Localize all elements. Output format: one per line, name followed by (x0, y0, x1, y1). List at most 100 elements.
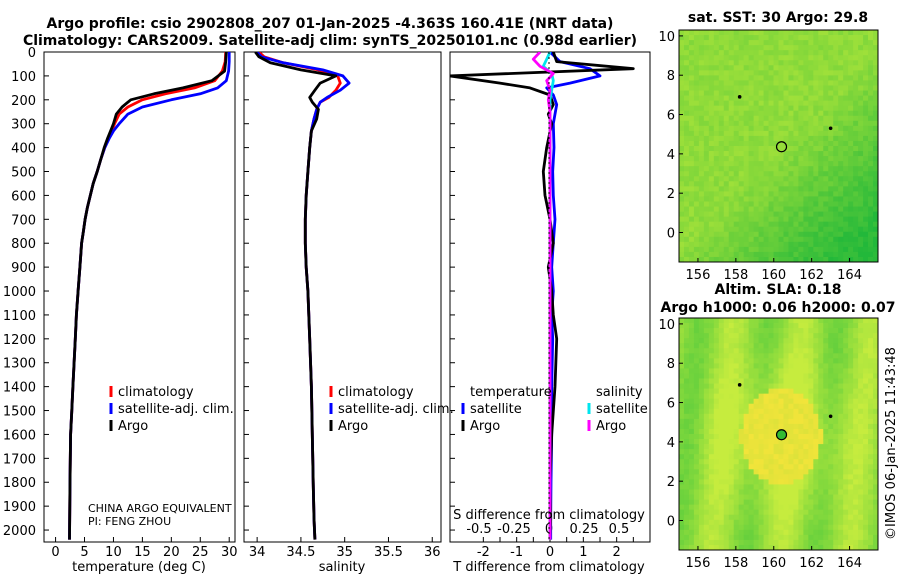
map-cell (693, 534, 700, 541)
map-cell (833, 428, 839, 435)
map-cell (813, 151, 819, 157)
map-cell (763, 241, 769, 248)
map-cell (833, 211, 839, 218)
map-cell (858, 353, 864, 359)
map-cell (788, 80, 794, 86)
map-cell (723, 226, 730, 233)
map-cell (783, 211, 789, 218)
map-cell (728, 418, 735, 425)
map-cell (723, 90, 730, 96)
map-cell (768, 30, 774, 36)
temperature-series (68, 52, 231, 540)
map-cell (753, 176, 760, 182)
map-cell (813, 65, 819, 71)
map-cell (718, 256, 725, 262)
map-y-tick-label: 8 (667, 69, 675, 84)
map-cell (688, 434, 695, 440)
map-cell (848, 378, 854, 384)
map-cell (813, 231, 819, 238)
map-cell (698, 80, 705, 86)
map-cell (823, 95, 829, 102)
map-cell (698, 120, 705, 127)
salinity-legend: climatology satellite-adj. clim. Argo (329, 385, 454, 434)
map-cell (679, 398, 685, 405)
map-cell (803, 393, 809, 400)
map-cell (833, 80, 839, 86)
map-cell (848, 241, 854, 248)
map-cell (858, 333, 864, 339)
map-cell (853, 434, 859, 440)
map-cell (858, 140, 864, 147)
map-cell (708, 221, 715, 228)
map-cell (763, 236, 769, 243)
map-cell (748, 529, 755, 536)
map-cell (713, 484, 720, 490)
argo-float-marker (775, 429, 788, 441)
map-cell (838, 140, 844, 147)
map-cell (853, 35, 859, 41)
map-cell (733, 489, 740, 495)
map-cell (863, 226, 869, 233)
map-cell (823, 90, 829, 96)
map-cell (803, 65, 809, 71)
map-cell (838, 50, 844, 56)
map-cell (708, 115, 715, 122)
map-cell (748, 393, 755, 400)
map-cell (718, 186, 725, 192)
map-cell (688, 105, 695, 112)
map-cell (703, 363, 710, 369)
map-cell (873, 413, 878, 420)
map-cell (853, 428, 859, 435)
map-cell (679, 156, 685, 162)
map-cell (768, 434, 774, 440)
map-cell (728, 231, 735, 238)
map-cell (743, 256, 750, 262)
x-tick-label: 35.5 (374, 545, 403, 560)
map-cell (833, 434, 839, 440)
map-cell (693, 241, 700, 248)
map-cell (683, 529, 690, 536)
map-cell (758, 125, 764, 132)
map-cell (703, 428, 710, 435)
map-cell (788, 439, 794, 445)
map-cell (708, 449, 715, 455)
map-cell (753, 75, 760, 81)
map-cell (833, 489, 839, 495)
map-cell (758, 100, 764, 107)
map-cell (738, 434, 745, 440)
map-cell (828, 95, 834, 102)
map-cell (783, 318, 789, 324)
map-cell (773, 423, 779, 430)
map-cell (828, 479, 834, 485)
map-cell (723, 469, 730, 475)
map-cell (858, 135, 864, 142)
map-cell (803, 241, 809, 248)
map-cell (683, 90, 690, 96)
map-cell (763, 156, 769, 162)
map-cell (843, 60, 849, 66)
map-cell (758, 35, 764, 41)
map-cell (753, 434, 760, 440)
map-cell (838, 318, 844, 324)
map-cell (733, 388, 740, 395)
map-cell (743, 110, 750, 117)
map-cell (793, 251, 799, 258)
map-cell (813, 221, 819, 228)
map-cell (783, 489, 789, 495)
map-cell (798, 484, 804, 490)
map-cell (743, 469, 750, 475)
map-cell (798, 211, 804, 218)
map-cell (679, 529, 685, 536)
map-cell (738, 196, 745, 202)
map-cell (728, 474, 735, 480)
map-cell (828, 105, 834, 112)
map-cell (703, 186, 710, 192)
map-cell (703, 328, 710, 334)
map-cell (828, 459, 834, 465)
map-cell (798, 413, 804, 420)
map-cell (833, 413, 839, 420)
map-cell (763, 444, 769, 450)
map-cell (693, 338, 700, 344)
map-cell (828, 151, 834, 157)
map-cell (848, 211, 854, 218)
